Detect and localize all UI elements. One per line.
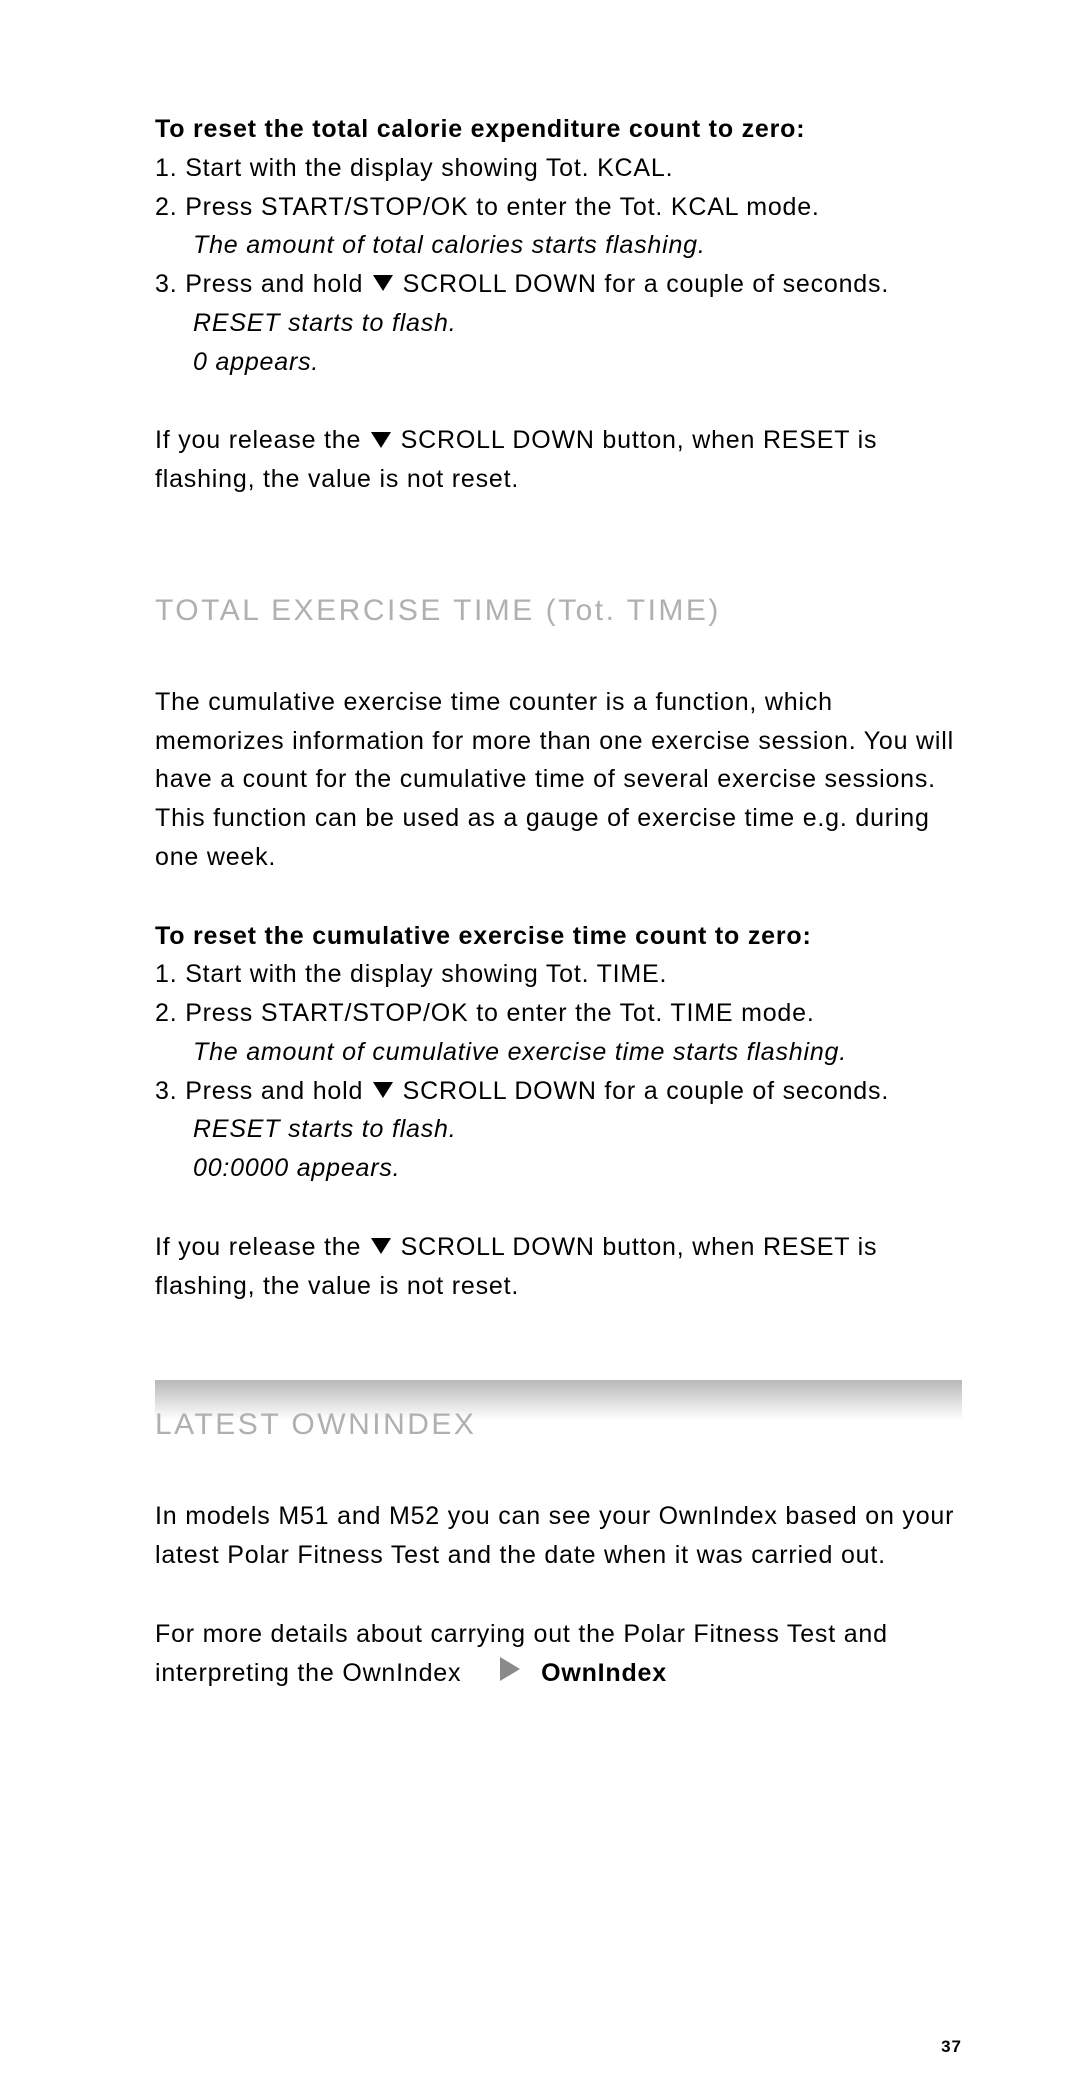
kcal-step-1: 1. Start with the display showing Tot. K… <box>155 149 962 188</box>
latest-ownindex-heading: LATEST OWNINDEX <box>155 1408 962 1442</box>
kcal-step3-a: 3. Press and hold <box>155 270 371 298</box>
time-step3-a: 3. Press and hold <box>155 1077 371 1105</box>
time-note-3a: RESET starts to flash. <box>193 1110 962 1149</box>
ownindex-ref-text: For more details about carrying out the … <box>155 1620 888 1687</box>
kcal-step-3: 3. Press and hold SCROLL DOWN for a coup… <box>155 265 962 304</box>
manual-page: To reset the total calorie expenditure c… <box>0 0 1080 1752</box>
kcal-release-note: If you release the SCROLL DOWN button, w… <box>155 421 962 499</box>
reset-time-title: To reset the cumulative exercise time co… <box>155 917 962 956</box>
scroll-down-icon <box>373 275 393 291</box>
time-step-1: 1. Start with the display showing Tot. T… <box>155 955 962 994</box>
time-step-2: 2. Press START/STOP/OK to enter the Tot.… <box>155 994 962 1033</box>
scroll-down-icon <box>371 1238 391 1254</box>
kcal-note-3b: 0 appears. <box>193 343 962 382</box>
time-release-a: If you release the <box>155 1233 369 1261</box>
time-note-2: The amount of cumulative exercise time s… <box>193 1033 962 1072</box>
scroll-down-icon <box>373 1082 393 1098</box>
kcal-step-2: 2. Press START/STOP/OK to enter the Tot.… <box>155 188 962 227</box>
ownindex-ref-label: OwnIndex <box>541 1659 667 1687</box>
ownindex-ref-block: For more details about carrying out the … <box>155 1615 962 1693</box>
kcal-note-3a: RESET starts to flash. <box>193 304 962 343</box>
reset-kcal-title: To reset the total calorie expenditure c… <box>155 110 962 149</box>
ownindex-section: LATEST OWNINDEX In models M51 and M52 yo… <box>155 1380 962 1692</box>
time-step-3: 3. Press and hold SCROLL DOWN for a coup… <box>155 1072 962 1111</box>
kcal-release-a: If you release the <box>155 426 369 454</box>
time-intro: The cumulative exercise time counter is … <box>155 683 962 877</box>
time-release-note: If you release the SCROLL DOWN button, w… <box>155 1228 962 1306</box>
page-number: 37 <box>941 2037 962 2057</box>
kcal-note-2: The amount of total calories starts flas… <box>193 226 962 265</box>
time-step3-b: SCROLL DOWN for a couple of seconds. <box>395 1077 889 1105</box>
scroll-down-icon <box>371 432 391 448</box>
reference-arrow-icon <box>500 1657 520 1681</box>
total-exercise-time-heading: TOTAL EXERCISE TIME (Tot. TIME) <box>155 594 962 628</box>
ownindex-intro: In models M51 and M52 you can see your O… <box>155 1497 962 1575</box>
time-note-3b: 00:0000 appears. <box>193 1149 962 1188</box>
kcal-step3-b: SCROLL DOWN for a couple of seconds. <box>395 270 889 298</box>
